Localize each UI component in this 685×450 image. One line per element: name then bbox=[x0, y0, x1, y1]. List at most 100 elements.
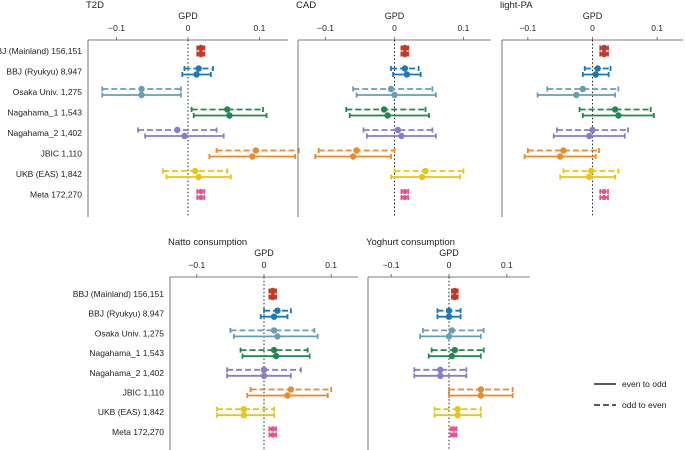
point-estimate bbox=[401, 50, 409, 58]
point-estimate bbox=[138, 91, 145, 99]
point-estimate bbox=[589, 126, 596, 134]
point-estimate bbox=[398, 132, 405, 140]
axis-title: GPD bbox=[254, 248, 274, 258]
point-estimate bbox=[445, 333, 453, 340]
point-estimate bbox=[451, 346, 458, 354]
point-estimate bbox=[272, 352, 280, 360]
point-estimate bbox=[418, 173, 426, 181]
point-estimate bbox=[437, 372, 444, 379]
row-label: JBIC 1,110 bbox=[41, 149, 83, 159]
point-estimate bbox=[349, 153, 357, 160]
point-estimate bbox=[573, 91, 580, 99]
point-estimate bbox=[260, 372, 268, 379]
row-label: UKB (EAS) 1,842 bbox=[16, 169, 82, 179]
point-estimate bbox=[615, 112, 622, 119]
point-estimate bbox=[198, 194, 204, 201]
x-tick-label: −0.1 bbox=[108, 23, 125, 33]
point-estimate bbox=[448, 327, 456, 334]
point-estimate bbox=[287, 386, 295, 393]
point-estimate bbox=[611, 106, 619, 113]
point-estimate bbox=[451, 432, 457, 438]
point-estimate bbox=[387, 85, 395, 93]
point-estimate bbox=[224, 106, 231, 113]
row-label: Meta 172,270 bbox=[30, 190, 82, 200]
point-estimate bbox=[197, 44, 205, 52]
row-label: BBJ (Mainland) 156,151 bbox=[0, 46, 82, 56]
point-estimate bbox=[274, 333, 281, 340]
point-estimate bbox=[445, 313, 453, 320]
point-estimate bbox=[252, 147, 260, 154]
x-tick-label: −0.1 bbox=[519, 23, 536, 33]
point-estimate bbox=[445, 307, 453, 314]
point-estimate bbox=[274, 307, 281, 314]
point-estimate bbox=[601, 188, 607, 195]
point-estimate bbox=[601, 194, 607, 201]
point-estimate bbox=[226, 112, 233, 119]
x-tick-label: 0 bbox=[447, 260, 452, 270]
row-label: Nagahama_2 1,402 bbox=[7, 128, 82, 138]
x-tick-label: 0.1 bbox=[458, 23, 470, 33]
row-label: BBJ (Ryukyu) 8,947 bbox=[88, 309, 164, 319]
point-estimate bbox=[353, 147, 360, 154]
row-label: Osaka Univ. 1,275 bbox=[95, 328, 165, 338]
point-estimate bbox=[588, 167, 595, 175]
row-label: BBJ (Ryukyu) 8,947 bbox=[6, 67, 82, 77]
row-label: Nagahama_1 1,543 bbox=[7, 108, 82, 118]
point-estimate bbox=[240, 406, 248, 413]
point-estimate bbox=[401, 65, 409, 72]
x-tick-label: 0 bbox=[262, 260, 267, 270]
point-estimate bbox=[380, 106, 388, 113]
point-estimate bbox=[451, 426, 457, 432]
point-estimate bbox=[592, 71, 599, 78]
point-estimate bbox=[600, 50, 608, 58]
point-estimate bbox=[600, 44, 608, 52]
point-estimate bbox=[556, 153, 564, 160]
axis-title: GPD bbox=[583, 11, 603, 21]
point-estimate bbox=[401, 44, 409, 52]
point-estimate bbox=[269, 293, 276, 301]
point-estimate bbox=[402, 188, 408, 195]
point-estimate bbox=[249, 153, 256, 160]
point-estimate bbox=[586, 173, 593, 181]
panel-title: light-PA bbox=[500, 0, 533, 11]
point-estimate bbox=[174, 126, 181, 134]
point-estimate bbox=[384, 112, 391, 119]
point-estimate bbox=[197, 50, 205, 58]
x-tick-label: 0.1 bbox=[651, 23, 663, 33]
row-label: Osaka Univ. 1,275 bbox=[13, 87, 83, 97]
row-label: Nagahama_1 1,543 bbox=[89, 348, 164, 358]
point-estimate bbox=[270, 313, 278, 320]
point-estimate bbox=[270, 346, 278, 354]
point-estimate bbox=[477, 386, 485, 393]
point-estimate bbox=[403, 71, 411, 78]
panel-title: CAD bbox=[296, 0, 316, 11]
point-estimate bbox=[422, 167, 429, 175]
x-tick-label: 0 bbox=[590, 23, 595, 33]
point-estimate bbox=[240, 412, 248, 419]
x-tick-label: 0.1 bbox=[325, 260, 337, 270]
point-estimate bbox=[195, 173, 202, 181]
legend-label: even to odd bbox=[622, 379, 667, 389]
point-estimate bbox=[269, 287, 276, 295]
point-estimate bbox=[454, 412, 461, 419]
x-tick-label: 0 bbox=[392, 23, 397, 33]
point-estimate bbox=[191, 167, 199, 175]
point-estimate bbox=[198, 188, 204, 195]
x-tick-label: 0.1 bbox=[254, 23, 266, 33]
point-estimate bbox=[448, 352, 456, 360]
row-label: UKB (EAS) 1,842 bbox=[98, 407, 164, 417]
panel-title: Yoghurt consumption bbox=[366, 237, 455, 248]
row-label: Meta 172,270 bbox=[112, 427, 164, 437]
x-tick-label: −0.1 bbox=[383, 260, 400, 270]
point-estimate bbox=[195, 65, 202, 72]
x-tick-label: −0.1 bbox=[317, 23, 334, 33]
x-tick-label: 0 bbox=[186, 23, 191, 33]
row-label: JBIC 1,110 bbox=[123, 388, 165, 398]
point-estimate bbox=[138, 85, 145, 93]
point-estimate bbox=[394, 126, 402, 134]
point-estimate bbox=[270, 327, 278, 334]
legend-label: odd to even bbox=[622, 400, 667, 410]
x-tick-label: −0.1 bbox=[188, 260, 205, 270]
axis-title: GPD bbox=[439, 248, 459, 258]
